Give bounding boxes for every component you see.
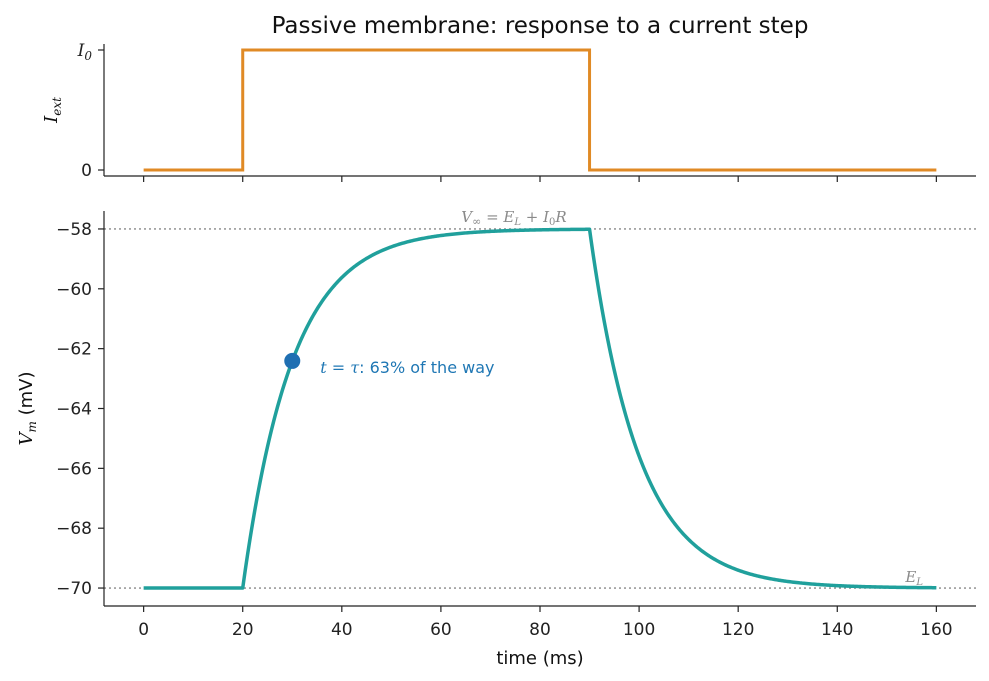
current-axes: 0 I0: [77, 41, 976, 182]
current-ylabel: Iext: [41, 97, 64, 124]
reference-lines: [104, 228, 976, 589]
current-step-line: [143, 48, 937, 172]
voltage-trace: [143, 227, 937, 590]
annotations: t = τ: 63% of the way V∞ = EL + I0R EL: [284, 208, 923, 588]
x-tick-label: 100: [623, 620, 655, 640]
tau-annotation: t = τ: 63% of the way: [320, 358, 494, 377]
x-tick-label: 80: [529, 620, 551, 640]
y-tick-label: −60: [56, 280, 92, 300]
x-tick-label: 160: [920, 620, 952, 640]
current-y-tick-label: 0: [81, 161, 92, 181]
y-tick-label: −68: [56, 519, 92, 539]
x-tick-label: 140: [821, 620, 853, 640]
v-inf-annotation: V∞ = EL + I0R: [461, 208, 566, 228]
voltage-ylabel: Vm (mV): [16, 371, 39, 445]
y-tick-label: −64: [56, 400, 92, 420]
voltage-ylabel-text: Vm (mV): [16, 371, 39, 445]
x-tick-label: 0: [138, 620, 149, 640]
current-panel: 0 I0 Iext: [41, 41, 976, 182]
voltage-panel: 0 20 40 60 80 100 120 140 160 −70 −68 −66 −64 −62 −60 −…: [16, 208, 976, 669]
x-tick-label: 120: [722, 620, 754, 640]
x-tick-label: 60: [430, 620, 452, 640]
tau-marker: [284, 352, 301, 369]
current-series: [143, 48, 937, 172]
voltage-series: [143, 227, 937, 590]
e-l-annotation: EL: [904, 568, 923, 588]
chart-title: Passive membrane: response to a current …: [272, 13, 809, 39]
x-tick-label: 20: [232, 620, 254, 640]
y-tick-label: −66: [56, 459, 92, 479]
x-tick-label: 40: [331, 620, 353, 640]
current-y-tick-label: I0: [77, 41, 93, 63]
voltage-axes: 0 20 40 60 80 100 120 140 160 −70 −68 −66 −64 −62 −60 −…: [56, 211, 976, 640]
x-axis-label: time (ms): [496, 648, 583, 669]
y-tick-label: −58: [56, 220, 92, 240]
current-ylabel-text: Iext: [41, 97, 64, 124]
y-tick-label: −62: [56, 340, 92, 360]
y-tick-label: −70: [56, 579, 92, 599]
